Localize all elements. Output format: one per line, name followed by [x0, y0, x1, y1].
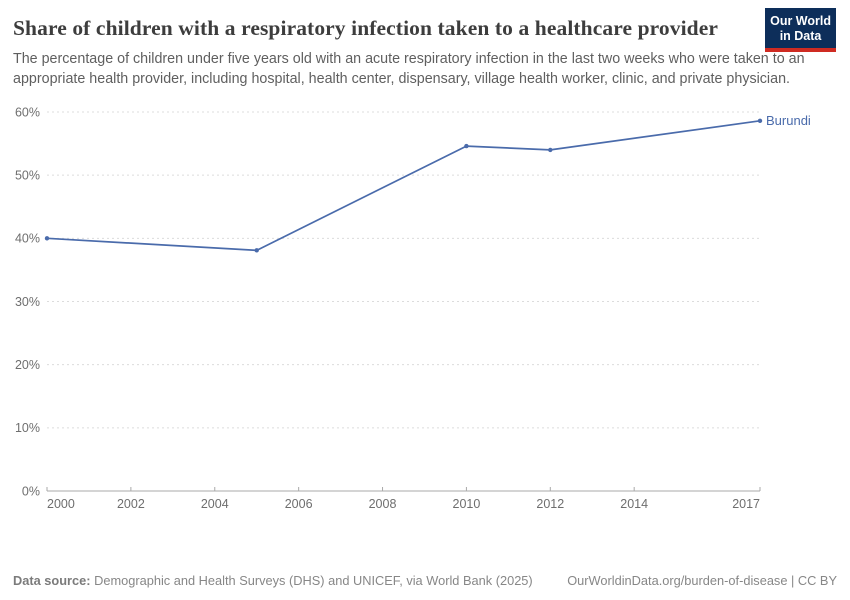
data-source-note: Data source: Demographic and Health Surv… [13, 573, 533, 589]
owid-logo[interactable]: Our World in Data [765, 8, 836, 52]
data-point [254, 248, 259, 253]
x-tick-label: 2017 [732, 497, 760, 511]
footer-link[interactable]: OurWorldinData.org/burden-of-disease | C… [567, 573, 837, 588]
x-tick-label: 2000 [47, 497, 75, 511]
x-tick-label: 2002 [117, 497, 145, 511]
owid-logo-line2: in Data [779, 29, 822, 43]
y-tick-label: 40% [15, 232, 40, 246]
y-tick-label: 60% [15, 105, 40, 119]
data-source-label: Data source: [13, 573, 91, 588]
data-point [44, 236, 50, 241]
data-point [757, 118, 763, 124]
line-chart-canvas: 0% 10% 20% 30% 40% 50% 60% 2000 2002 2004 2006 2008… [15, 105, 811, 511]
owid-logo-line1: Our World [770, 14, 831, 28]
series-end-label: Burundi [766, 113, 811, 128]
x-tick-label: 2006 [285, 497, 313, 511]
data-point [464, 143, 469, 149]
y-tick-label: 20% [15, 358, 40, 372]
y-tick-label: 50% [15, 168, 40, 182]
line-chart: 0% 10% 20% 30% 40% 50% 60% 2000 2002 2004 2006 2008… [0, 91, 850, 520]
y-tick-label: 0% [22, 484, 40, 498]
page-title: Share of children with a respiratory inf… [13, 16, 719, 40]
x-tick-label: 2012 [536, 497, 564, 511]
chart-header: Share of children with a respiratory inf… [0, 0, 850, 52]
x-tick-label: 2010 [453, 497, 481, 511]
x-tick-label: 2008 [369, 497, 397, 511]
x-tick-label: 2014 [620, 497, 648, 511]
data-point [548, 147, 553, 153]
data-line [46, 119, 761, 252]
x-tick-label: 2004 [201, 497, 229, 511]
y-tick-label: 30% [15, 295, 40, 309]
chart-subtitle: The percentage of children under five ye… [13, 51, 805, 87]
data-source-text: Demographic and Health Surveys (DHS) and… [94, 573, 533, 588]
y-tick-label: 10% [15, 421, 40, 435]
chart-footer: Data source: Demographic and Health Surv… [13, 573, 837, 589]
